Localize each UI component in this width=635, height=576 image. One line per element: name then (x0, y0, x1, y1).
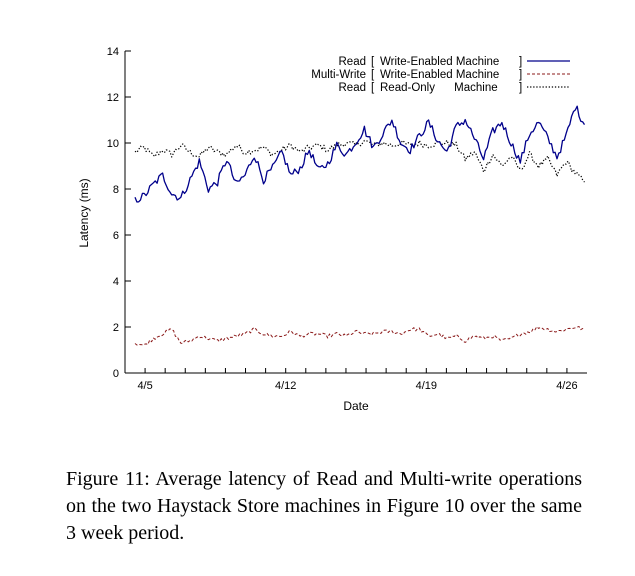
legend-op-label: Read (339, 56, 367, 68)
y-tick-label: 8 (113, 184, 119, 196)
y-axis-title: Latency (ms) (77, 178, 91, 247)
y-tick-label: 12 (107, 92, 119, 104)
read-write-enabled-series (134, 105, 586, 203)
y-tick-label: 0 (113, 368, 119, 380)
y-tick-label: 14 (107, 46, 119, 58)
legend-op-label: Multi-Write (311, 69, 366, 81)
x-tick-label: 4/19 (416, 380, 437, 392)
legend-machine-label: Read-Only Machine (380, 82, 498, 94)
chart-axes (124, 51, 587, 374)
legend: Read [ Write-Enabled Machine] Multi-Write [ W… (311, 56, 570, 94)
figure-caption: Figure 11: Average latency of Read and M… (66, 468, 582, 544)
legend-bracket: [ (371, 56, 375, 68)
x-axis-ticks: 4/5 4/12 4/19 4/26 (137, 368, 578, 392)
y-axis-ticks: 0 2 4 6 8 10 12 14 (107, 46, 131, 380)
legend-bracket: ] (519, 69, 522, 81)
legend-bracket: [ (371, 82, 375, 94)
x-tick-label: 4/26 (556, 380, 577, 392)
legend-bracket: ] (519, 56, 522, 68)
y-tick-label: 6 (113, 230, 119, 242)
multiwrite-write-enabled-series (134, 326, 585, 346)
y-tick-label: 2 (113, 322, 119, 334)
legend-machine-label: Write-Enabled Machine (380, 69, 499, 81)
read-read-only-series (134, 139, 585, 183)
y-tick-label: 4 (113, 276, 119, 288)
y-tick-label: 10 (107, 138, 119, 150)
legend-bracket: [ (371, 69, 375, 81)
legend-op-label: Read (339, 82, 367, 94)
legend-bracket: ] (519, 82, 522, 94)
legend-machine-label: Write-Enabled Machine (380, 56, 499, 68)
series-layer (134, 105, 586, 346)
latency-chart: 0 2 4 6 8 10 12 14 4/5 4/12 4/19 4/26 Read [ Write-E… (77, 46, 587, 413)
x-tick-label: 4/12 (275, 380, 296, 392)
x-axis-title: Date (343, 399, 369, 413)
x-tick-label: 4/5 (137, 380, 152, 392)
